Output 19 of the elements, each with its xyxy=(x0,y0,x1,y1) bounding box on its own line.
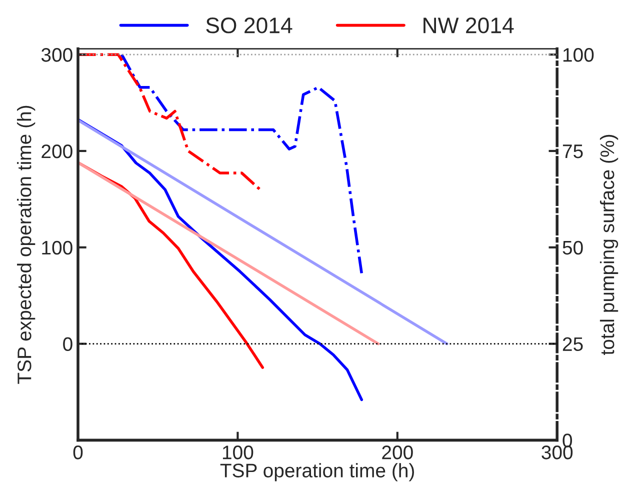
y-axis-title: TSP expected operation time (h) xyxy=(17,106,36,384)
y2-tick-label: 75 xyxy=(562,144,583,158)
x-tick-label: 0 xyxy=(73,446,83,460)
line-series xyxy=(78,53,262,191)
x-axis-title: TSP operation time (h) xyxy=(220,463,414,482)
x-tick-label: 300 xyxy=(542,446,573,460)
y-tick-label: 100 xyxy=(42,240,72,255)
y2-tick-label: 50 xyxy=(562,240,583,255)
x-tick-label: 100 xyxy=(222,446,254,460)
y2-tick-label: 25 xyxy=(562,337,583,352)
line-series xyxy=(120,53,364,275)
legend-label: SO 2014 xyxy=(206,18,292,34)
y-tick-label: 200 xyxy=(42,144,72,158)
y2-tick-label: 100 xyxy=(563,48,594,62)
legend-label: NW 2014 xyxy=(424,18,514,34)
y-tick-label: 0 xyxy=(63,337,72,352)
y-tick-label: 300 xyxy=(41,48,72,62)
x-tick-label: 200 xyxy=(382,446,413,460)
y2-axis-title: total pumping surface (%) xyxy=(600,134,618,355)
